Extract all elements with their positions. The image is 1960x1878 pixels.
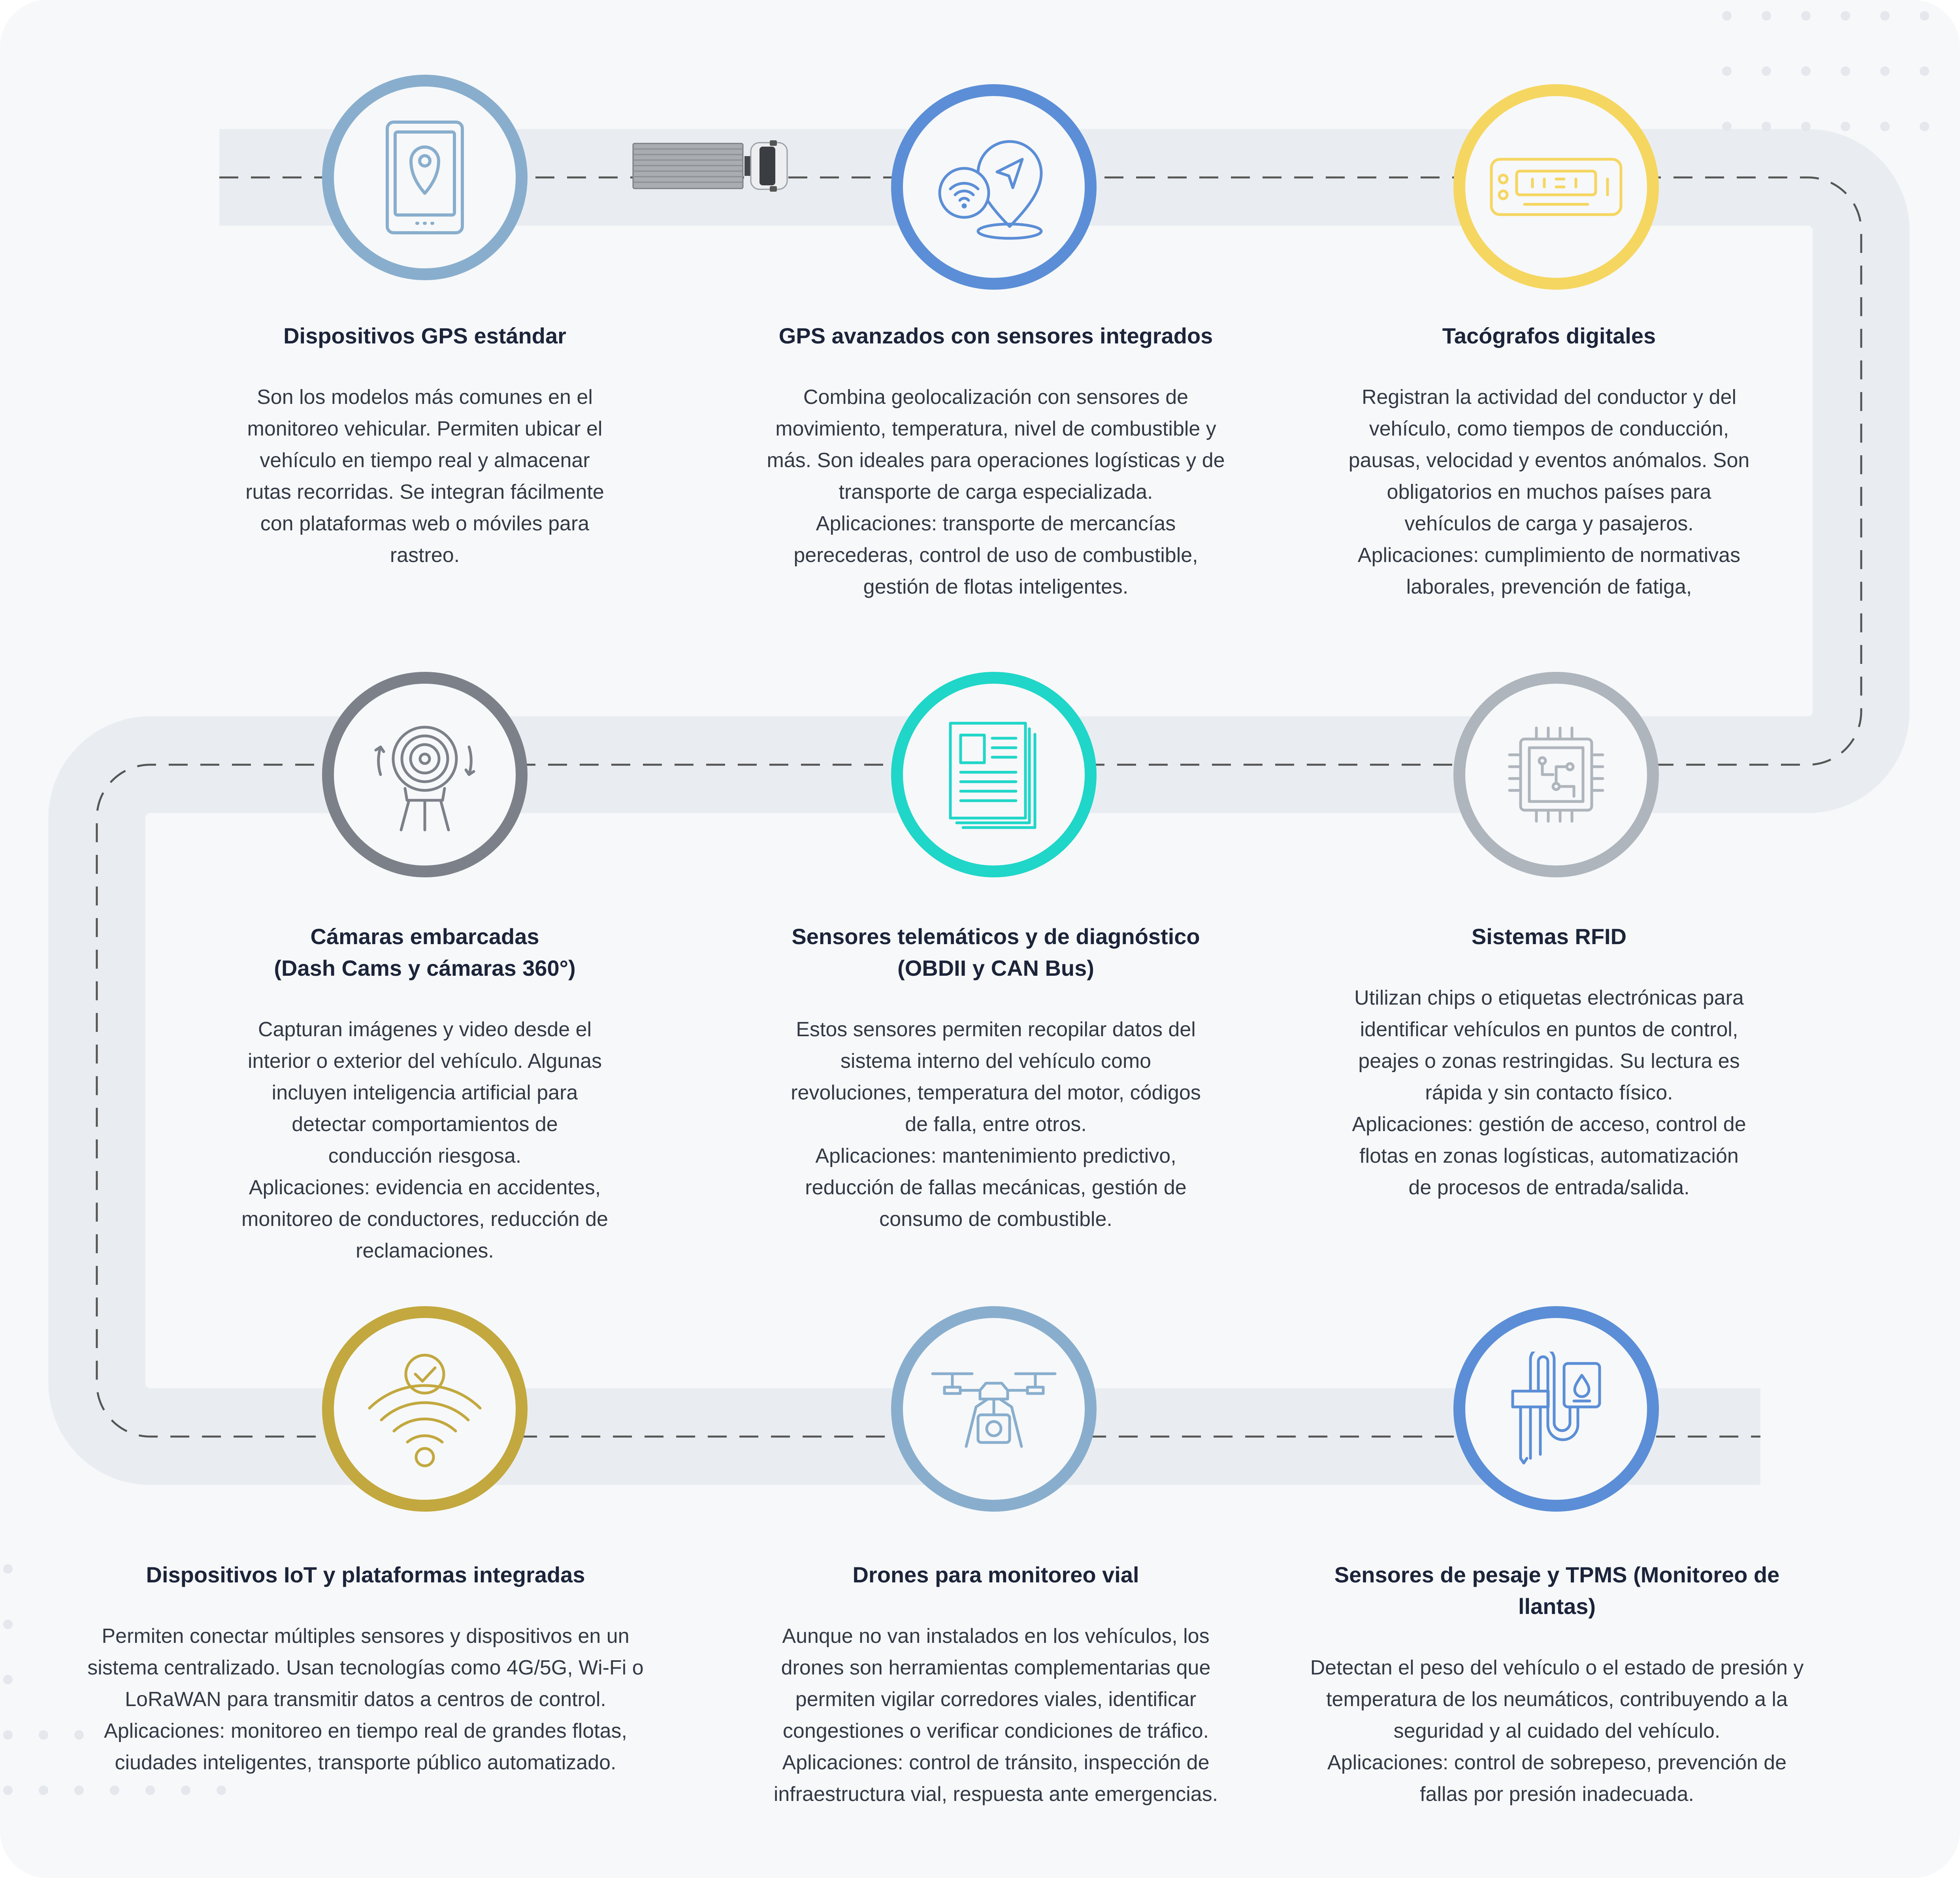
step-description: Capturan imágenes y video desde el inter…	[241, 1018, 608, 1262]
step-card-rfid: Sistemas RFID Utilizan chips o etiquetas…	[1304, 921, 1794, 1203]
step-title: Sistemas RFID	[1471, 924, 1627, 949]
chip-node	[1453, 672, 1659, 877]
step-description: Permiten conectar múltiples sensores y d…	[87, 1625, 644, 1774]
step-description: Detectan el peso del vehículo o el estad…	[1310, 1656, 1804, 1806]
camera-360-node	[322, 672, 528, 877]
camera-360-icon	[374, 726, 475, 832]
step-title: Dispositivos GPS estándar	[283, 323, 566, 348]
tachograph-node	[1453, 84, 1659, 290]
navigation-wifi-pin-icon	[938, 140, 1043, 240]
pressure-sensor-node	[1453, 1306, 1659, 1512]
decorative-dots-bottom-left	[3, 1564, 226, 1795]
step-card-tachographs: Tacógrafos digitales Registran la activi…	[1304, 320, 1794, 603]
step-description: Combina geolocalización con sensores de …	[767, 386, 1225, 598]
step-card-gps-standard: Dispositivos GPS estándar Son los modelo…	[215, 320, 634, 571]
drone-node	[891, 1306, 1097, 1512]
step-card-telematics: Sensores telemáticos y de diagnóstico (O…	[727, 921, 1265, 1235]
step-title: Drones para monitoreo vial	[852, 1562, 1139, 1587]
step-title: Dispositivos IoT y plataformas integrada…	[146, 1562, 585, 1587]
step-description: Aunque no van instalados en los vehículo…	[773, 1625, 1218, 1806]
step-card-weighing-tpms: Sensores de pesaje y TPMS (Monitoreo de …	[1272, 1559, 1841, 1810]
tachograph-icon	[1490, 158, 1623, 216]
step-card-gps-advanced: GPS avanzados con sensores integrados Co…	[719, 320, 1272, 603]
step-description: Utilizan chips o etiquetas electrónicas …	[1352, 986, 1746, 1199]
report-documents-icon	[949, 722, 1037, 829]
step-title: GPS avanzados con sensores integrados	[778, 323, 1213, 348]
step-description: Registran la actividad del conductor y d…	[1348, 386, 1750, 598]
chip-icon	[1508, 726, 1604, 823]
step-card-iot: Dispositivos IoT y plataformas integrada…	[45, 1559, 686, 1778]
smartphone-location-icon	[386, 121, 464, 234]
step-title: Tacógrafos digitales	[1442, 323, 1656, 348]
step-title: Cámaras embarcadas (Dash Cams y cámaras …	[274, 924, 576, 980]
navigation-wifi-pin-node	[891, 84, 1097, 290]
drone-icon	[931, 1372, 1057, 1448]
step-card-drones: Drones para monitoreo vial Aunque no van…	[719, 1559, 1272, 1810]
report-documents-node	[891, 672, 1097, 877]
pressure-sensor-icon	[1511, 1352, 1601, 1465]
smartphone-location-node	[322, 75, 528, 280]
wifi-check-icon	[368, 1354, 482, 1467]
decorative-dots-top-right	[1722, 11, 1929, 131]
step-title: Sensores de pesaje y TPMS (Monitoreo de …	[1334, 1562, 1780, 1619]
wifi-check-node	[322, 1306, 528, 1512]
truck-icon	[632, 140, 788, 192]
step-description: Son los modelos más comunes en el monito…	[245, 386, 604, 567]
step-description: Estos sensores permiten recopilar datos …	[791, 1018, 1201, 1231]
step-title: Sensores telemáticos y de diagnóstico (O…	[792, 924, 1200, 980]
step-card-cameras: Cámaras embarcadas (Dash Cams y cámaras …	[207, 921, 642, 1267]
